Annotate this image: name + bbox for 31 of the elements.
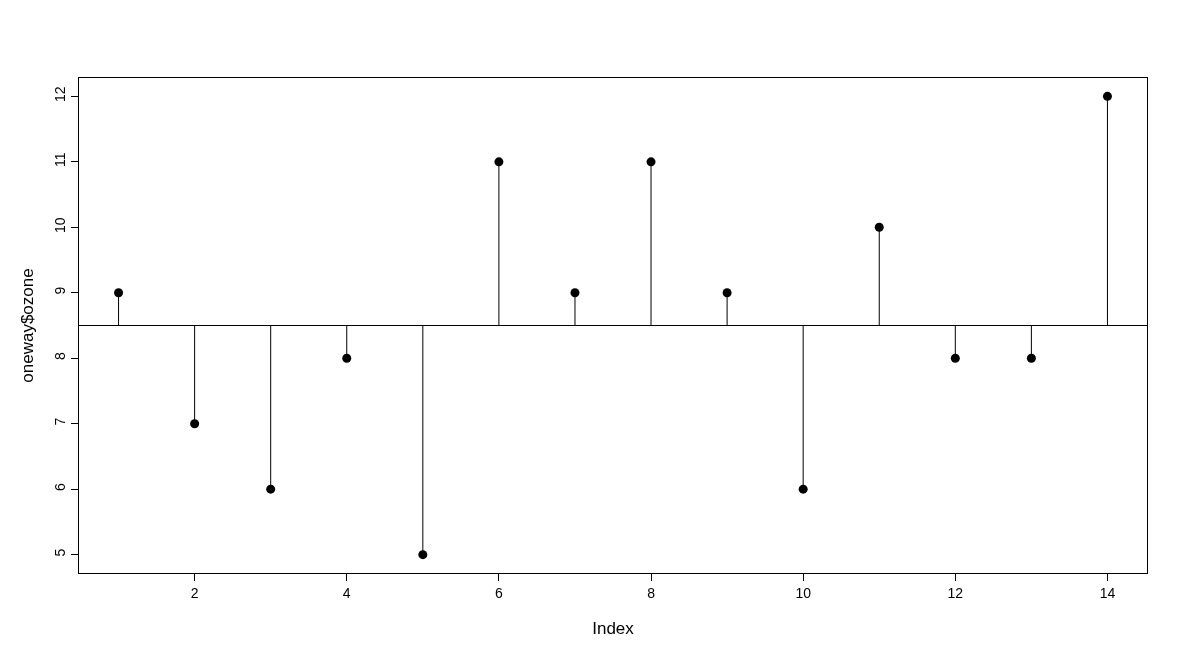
y-tick-label: 11 [52,152,69,167]
point [646,157,656,167]
point [1102,91,1112,101]
point [418,550,428,560]
y-tick-label: 9 [52,286,69,295]
y-axis-title: oneway$ozone [17,268,37,383]
point [190,419,200,429]
point [1026,353,1036,363]
point [266,484,276,494]
x-tick-label: 10 [795,584,812,601]
point [874,222,884,232]
y-tick-label: 6 [52,482,69,491]
x-tick-label: 4 [342,584,351,601]
x-tick-label: 14 [1099,584,1116,601]
y-tick-label: 7 [52,417,69,426]
point [950,353,960,363]
point [570,288,580,298]
point [494,157,504,167]
y-tick-label: 8 [52,352,69,361]
point [798,484,808,494]
point [114,288,124,298]
x-tick-label: 6 [495,584,503,601]
y-tick-label: 12 [52,86,69,103]
x-tick-label: 2 [190,584,199,601]
x-tick-label: 8 [647,584,656,601]
y-tick-label: 5 [52,548,69,557]
y-tick-label: 10 [52,217,69,233]
x-axis-title: Index [592,619,635,639]
point [342,353,352,363]
x-tick-label: 12 [947,584,964,601]
point [722,288,732,298]
